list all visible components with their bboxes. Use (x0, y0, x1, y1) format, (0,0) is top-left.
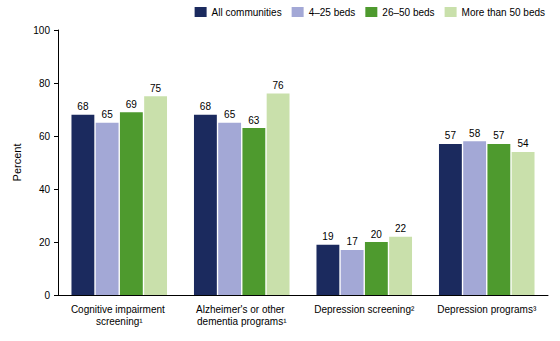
svg-text:80: 80 (39, 78, 51, 89)
svg-text:20: 20 (39, 237, 51, 248)
svg-text:More than 50 beds: More than 50 beds (462, 7, 545, 18)
svg-text:40: 40 (39, 184, 51, 195)
svg-text:20: 20 (371, 229, 383, 240)
svg-text:Alzheimer's or other: Alzheimer's or other (196, 304, 287, 315)
svg-text:76: 76 (273, 80, 285, 91)
svg-text:65: 65 (224, 109, 236, 120)
svg-text:65: 65 (102, 109, 114, 120)
svg-text:100: 100 (33, 25, 50, 36)
svg-text:19: 19 (322, 231, 334, 242)
svg-text:58: 58 (469, 128, 481, 139)
svg-text:4–25 beds: 4–25 beds (309, 7, 356, 18)
svg-text:0: 0 (44, 290, 50, 301)
svg-text:57: 57 (445, 130, 457, 141)
svg-text:68: 68 (77, 101, 89, 112)
svg-text:17: 17 (347, 236, 359, 247)
svg-text:54: 54 (518, 138, 530, 149)
svg-text:All communities: All communities (212, 7, 282, 18)
svg-text:Percent: Percent (11, 144, 23, 182)
svg-text:60: 60 (39, 131, 51, 142)
svg-text:63: 63 (248, 115, 260, 126)
svg-text:57: 57 (493, 130, 505, 141)
svg-text:69: 69 (126, 99, 138, 110)
svg-text:Depression screening²: Depression screening² (314, 304, 415, 315)
svg-text:26–50 beds: 26–50 beds (382, 7, 434, 18)
svg-text:screening¹: screening¹ (96, 316, 143, 327)
svg-text:68: 68 (200, 101, 212, 112)
svg-text:Depression programs³: Depression programs³ (437, 304, 537, 315)
svg-text:dementia programs¹: dementia programs¹ (197, 316, 287, 327)
svg-text:75: 75 (150, 83, 162, 94)
svg-text:22: 22 (395, 223, 407, 234)
svg-text:Cognitive impairment: Cognitive impairment (71, 304, 168, 315)
